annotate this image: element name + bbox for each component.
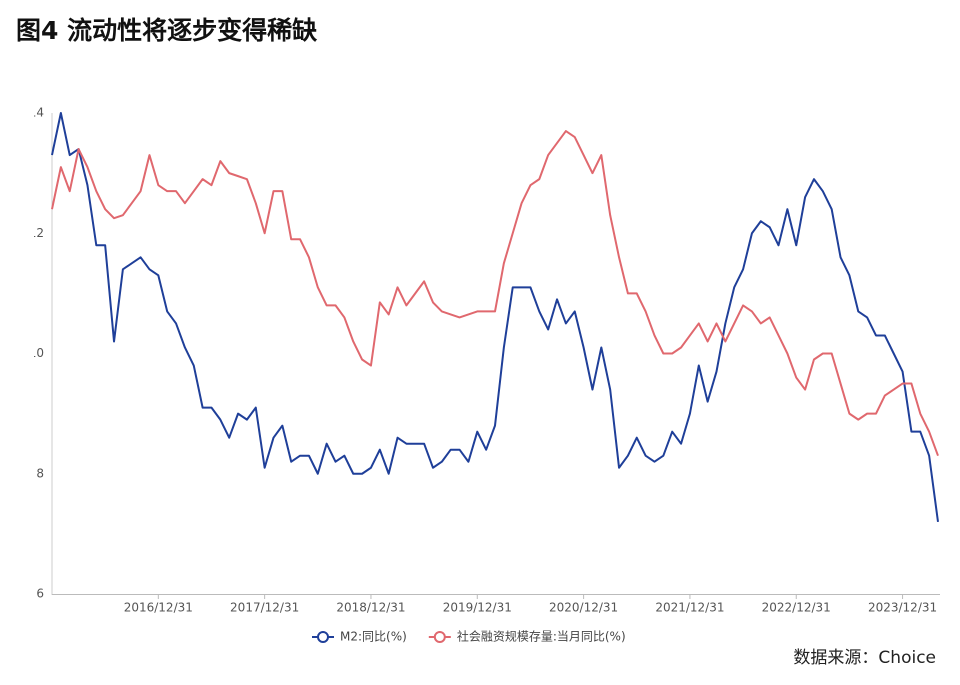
y-tick-labels: 6 8 10 12 14 bbox=[29, 106, 44, 601]
x-tick-label: 2018/12/31 bbox=[336, 601, 405, 615]
y-tick-label: 14 bbox=[29, 106, 44, 120]
x-tick-label: 2017/12/31 bbox=[230, 601, 299, 615]
x-tick-label: 2021/12/31 bbox=[655, 601, 724, 615]
legend-label: 社会融资规模存量:当月同比(%) bbox=[457, 629, 626, 644]
y-tick-label: 6 bbox=[36, 587, 44, 601]
x-tick-label: 2022/12/31 bbox=[762, 601, 831, 615]
x-tick-label: 2023/12/31 bbox=[868, 601, 937, 615]
series-line bbox=[51, 130, 939, 457]
x-tick-label: 2016/12/31 bbox=[124, 601, 193, 615]
chart-title: 图4 流动性将逐步变得稀缺 bbox=[16, 16, 318, 45]
x-tick-label: 2019/12/31 bbox=[443, 601, 512, 615]
legend-swatch bbox=[433, 631, 446, 643]
series-line bbox=[51, 112, 939, 522]
y-tick-label: 8 bbox=[36, 466, 44, 480]
y-tick-label: 12 bbox=[29, 226, 44, 240]
source-note: 数据来源：Choice bbox=[793, 648, 936, 668]
legend-swatch bbox=[317, 631, 329, 643]
x-tick-label: 2020/12/31 bbox=[549, 601, 618, 615]
y-tick-label: 10 bbox=[29, 346, 44, 360]
legend-label: M2:同比(%) bbox=[340, 630, 407, 644]
